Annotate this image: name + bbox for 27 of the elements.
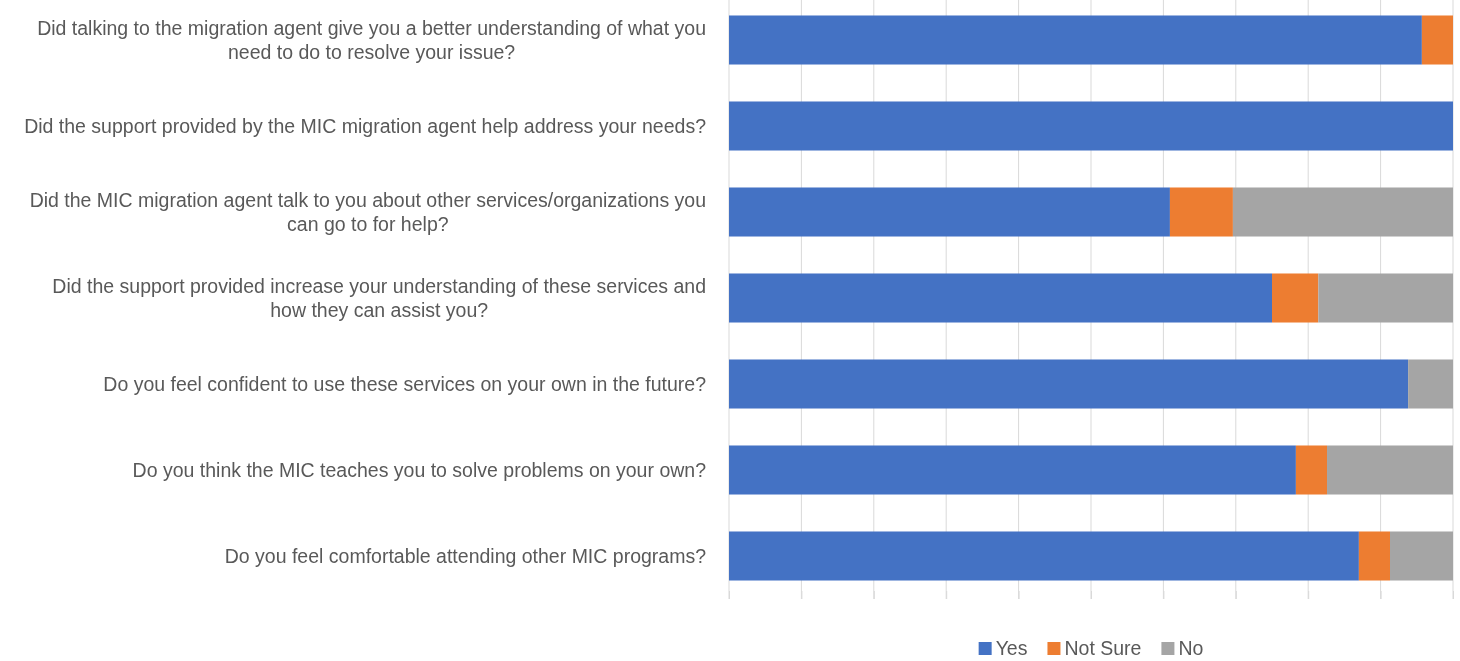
- bar: [1327, 445, 1453, 495]
- bar: [1169, 187, 1233, 237]
- y-tick-label: Did the support provided by the MIC migration agent help address your needs?: [24, 115, 707, 137]
- bar: [729, 187, 1170, 237]
- bar: [729, 531, 1359, 581]
- y-tick-label: Did talking to the migration agent give you a better understanding of what you need to do to resolve your issue?: [37, 17, 706, 63]
- bar: [1272, 273, 1319, 323]
- bar: [729, 445, 1296, 495]
- bar: [1358, 531, 1391, 581]
- bar: [1390, 531, 1453, 581]
- y-tick-label: Do you feel comfortable attending other MIC programs?: [224, 545, 707, 567]
- bar: [1421, 15, 1453, 65]
- y-tick-label: Do you think the MIC teaches you to solve problems on your own?: [132, 459, 707, 481]
- bar: [1408, 359, 1453, 409]
- bar: [729, 359, 1409, 409]
- y-tick-label: Did the support provided increase your understanding of these services and how they can assist you?: [52, 275, 706, 321]
- y-tick-label: Did the MIC migration agent talk to you about other services/organizations you can go to for help?: [29, 189, 706, 235]
- legend-label: Yes: [995, 637, 1028, 659]
- y-tick-label: Do you feel confident to use these services on your own in the future?: [103, 373, 707, 395]
- legend-label: Not Sure: [1064, 637, 1142, 659]
- bar: [729, 273, 1272, 323]
- bar: [1318, 273, 1453, 323]
- bar: [729, 101, 1453, 151]
- bar: [1295, 445, 1328, 495]
- legend-label: No: [1178, 637, 1204, 659]
- bar: [1232, 187, 1453, 237]
- bar: [729, 15, 1422, 65]
